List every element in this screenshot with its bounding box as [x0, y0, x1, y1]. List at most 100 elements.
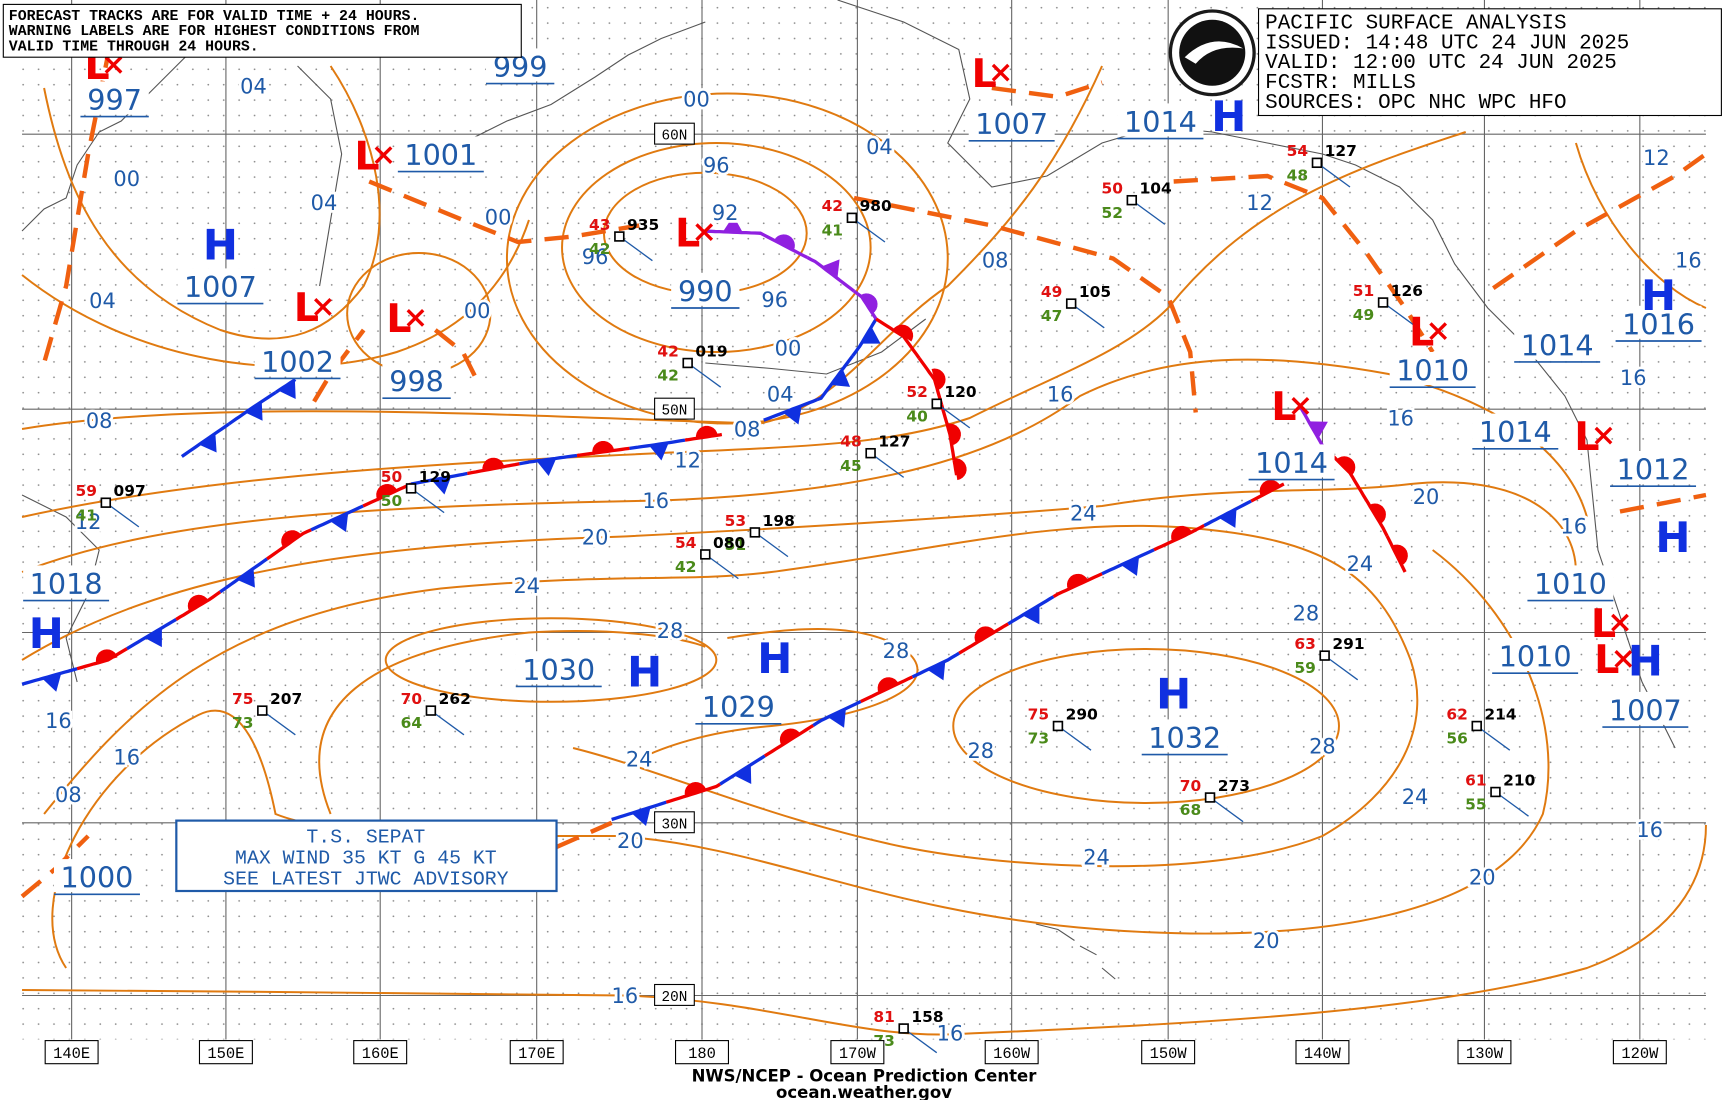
front-semicircle [779, 728, 801, 746]
low-symbol: L [1271, 384, 1296, 430]
pressure-value: 1030 [522, 653, 595, 687]
lon-label: 140W [1304, 1045, 1342, 1063]
front-line [940, 404, 956, 461]
storm-box: T.S. SEPAT MAX WIND 35 KT G 45 KT SEE LA… [175, 819, 558, 893]
isobar-label: 04 [767, 383, 794, 407]
lat-label: 30N [662, 817, 688, 833]
station-temperature: 70 [1180, 777, 1201, 795]
low-symbol: L [971, 51, 996, 97]
isobar-label: 16 [1387, 407, 1414, 431]
isobar-label: 08 [86, 409, 113, 433]
pressure-label-box [1610, 451, 1697, 484]
grid-labels: 140E 150E 160E 170E 180 170W 160W 150W 140W 130W 1… [44, 122, 1667, 1065]
station-dewpoint: 49 [1353, 306, 1374, 324]
header-line: PACIFIC SURFACE ANALYSIS [1265, 13, 1566, 36]
front-triangle [827, 708, 846, 728]
station-dewpoint: 59 [1294, 659, 1315, 677]
isobar-label: 28 [657, 619, 684, 643]
fronts [21, 215, 1408, 826]
station-dewpoint: 73 [232, 714, 253, 732]
station-marker [1052, 720, 1064, 732]
lon-label: 150E [207, 1045, 244, 1063]
station-marker [682, 357, 693, 369]
wind-barb [1209, 796, 1244, 823]
low-x-mark [1429, 322, 1448, 340]
wind-barb [1070, 303, 1105, 329]
low-symbol: L [386, 296, 411, 342]
wind-barb [704, 553, 739, 580]
high-symbol: H [1655, 513, 1690, 562]
front-triangle [278, 379, 296, 400]
isobar-label: 20 [1413, 485, 1440, 509]
station-marker [1471, 720, 1482, 732]
station-temperature: 42 [657, 342, 678, 360]
station-dewpoint: 55 [1465, 796, 1486, 814]
lon-label-box [830, 1040, 885, 1065]
front-semicircle [1369, 503, 1386, 524]
pressure-label-box [1117, 103, 1204, 137]
front-triangle [649, 442, 669, 461]
notice-line: FORECAST TRACKS ARE FOR VALID TIME + 24 … [9, 9, 420, 25]
isobar-label: 24 [1347, 552, 1374, 576]
pressure-value: 998 [389, 365, 444, 399]
station-marker [1319, 650, 1330, 661]
low-symbol: L [294, 285, 319, 331]
pressure-value: 1029 [702, 690, 775, 724]
station-pressure: 129 [419, 468, 451, 486]
grid [22, 0, 1706, 1040]
wind-barb [1495, 791, 1529, 817]
isobar-label: 04 [89, 289, 116, 313]
station-dewpoint: 42 [657, 367, 678, 385]
front-semicircle [953, 458, 967, 481]
station-temperature: 54 [1287, 142, 1309, 160]
station-temperature: 42 [822, 197, 843, 215]
station-pressure: 207 [270, 690, 302, 708]
station-dewpoint: 42 [675, 558, 696, 576]
high-symbol: H [1156, 669, 1191, 718]
notice-line: VALID TIME THROUGH 24 HOURS. [9, 40, 259, 56]
front-semicircle [592, 440, 615, 454]
pressure-label-box [1514, 326, 1601, 360]
station-pressure: 127 [1325, 142, 1357, 160]
station-pressure: 214 [1484, 705, 1516, 723]
station-dewpoint: 48 [1287, 166, 1308, 184]
pressure-label-box [1602, 691, 1689, 725]
station-pressure: 291 [1332, 635, 1364, 653]
front-triangle [237, 568, 255, 588]
front-semicircle [860, 293, 878, 314]
pressure-value: 1000 [61, 861, 134, 895]
wind-barb [903, 1027, 938, 1054]
lon-label: 160W [993, 1045, 1031, 1063]
lat-label: 20N [662, 990, 688, 1006]
isobar-label: 16 [45, 709, 72, 733]
wind-barb [870, 452, 905, 478]
isobar-label: 16 [937, 1022, 964, 1046]
isobar-label: 28 [1309, 735, 1336, 759]
low-x-mark [406, 309, 425, 327]
pressure-label-box [1615, 305, 1702, 339]
pressure-label-box [671, 272, 740, 306]
header-line: SOURCES: OPC NHC WPC HFO [1265, 92, 1566, 115]
front-line [763, 398, 818, 422]
pressure-value: 1014 [1124, 105, 1197, 139]
front-semicircle [1171, 525, 1193, 542]
high-symbol: H [1211, 92, 1246, 141]
isobar-label: 16 [1620, 366, 1647, 390]
lon-label: 140E [53, 1045, 90, 1063]
pressure-label-box [1492, 638, 1579, 671]
lon-label-box [1457, 1040, 1512, 1065]
front-line [310, 504, 364, 532]
station-dewpoint: 73 [1028, 730, 1049, 748]
front-line [180, 422, 230, 458]
front-semicircle [931, 368, 946, 391]
isobar-label: 16 [1047, 383, 1074, 407]
front-triangle [631, 807, 651, 826]
low-symbol: L [1594, 637, 1619, 683]
wind-barb [618, 235, 653, 262]
isobar-label: 16 [612, 984, 639, 1008]
front-line [76, 647, 128, 671]
lat-label: 50N [662, 404, 688, 420]
